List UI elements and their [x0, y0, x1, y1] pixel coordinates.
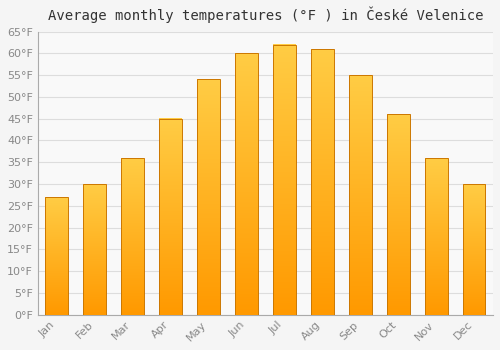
Bar	[197, 79, 220, 315]
Bar	[84, 184, 106, 315]
Bar	[235, 53, 258, 315]
Bar	[273, 45, 296, 315]
Title: Average monthly temperatures (°F ) in České Velenice: Average monthly temperatures (°F ) in Če…	[48, 7, 483, 23]
Bar	[425, 158, 448, 315]
Bar	[159, 119, 182, 315]
Bar	[311, 49, 334, 315]
Bar	[462, 184, 485, 315]
Bar	[46, 197, 68, 315]
Bar	[349, 75, 372, 315]
Bar	[387, 114, 409, 315]
Bar	[122, 158, 144, 315]
